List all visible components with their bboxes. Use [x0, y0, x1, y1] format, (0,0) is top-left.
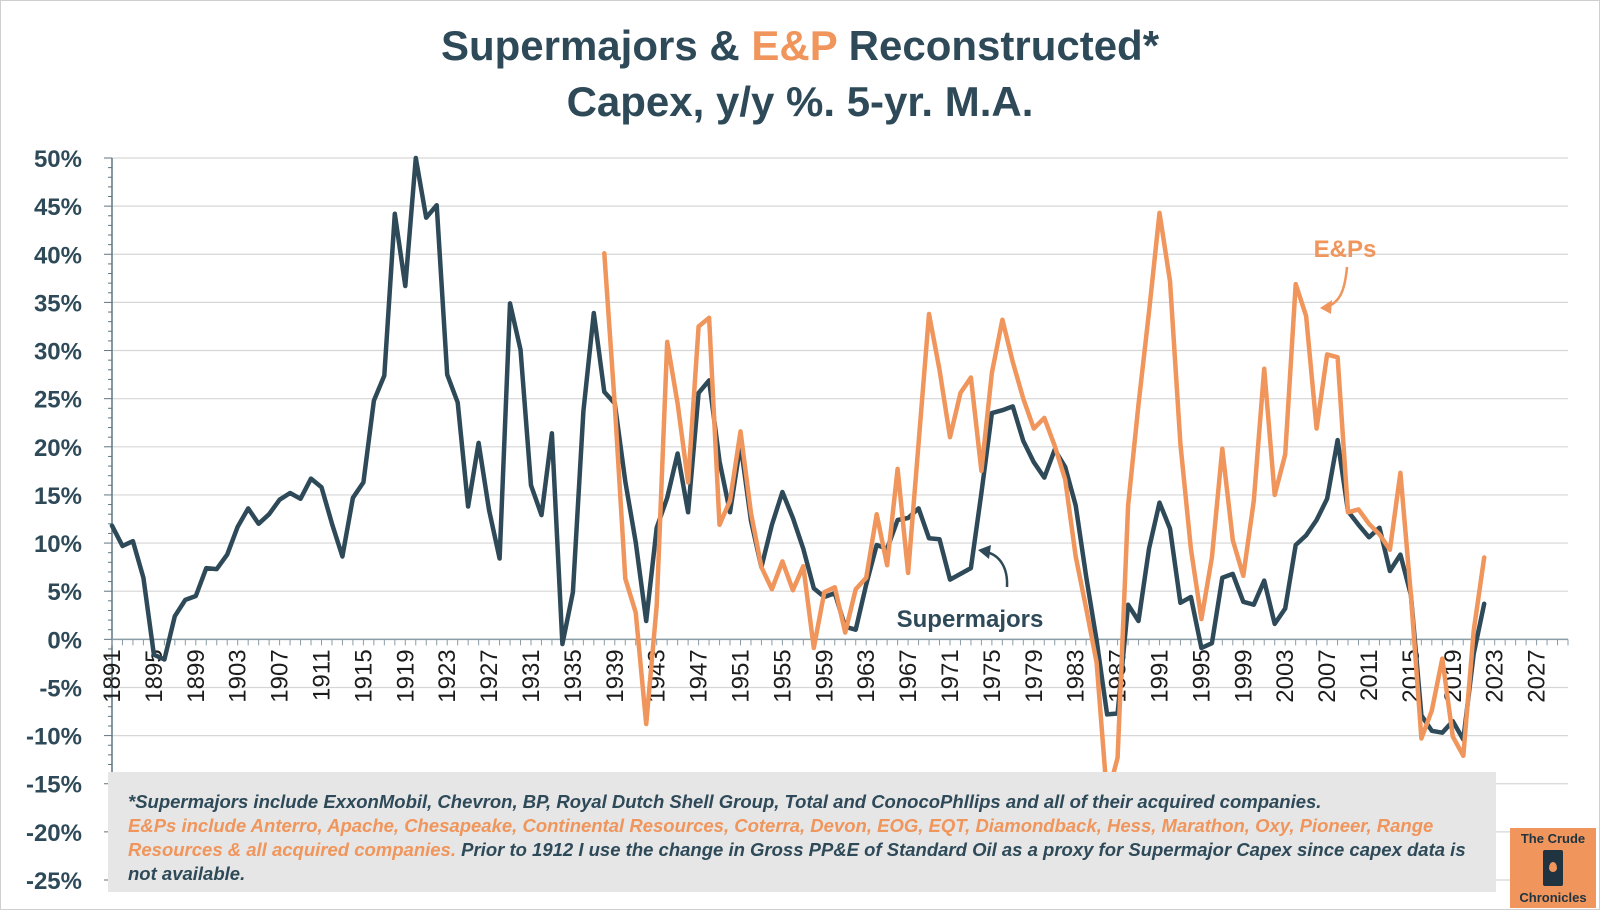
- y-tick-label: 40%: [34, 242, 82, 269]
- x-tick-label: 1963: [853, 649, 880, 702]
- x-tick-label: 2027: [1524, 649, 1551, 702]
- x-tick-label: 1947: [686, 649, 713, 702]
- x-tick-label: 1931: [518, 649, 545, 702]
- logo: The Crude Chronicles: [1510, 828, 1596, 908]
- series-lines: [109, 155, 1487, 800]
- y-tick-label: 35%: [34, 290, 82, 317]
- logo-line2: Chronicles: [1519, 890, 1587, 905]
- y-tick-label: 30%: [34, 339, 82, 366]
- annotations: E&Ps Supermajors: [897, 236, 1377, 633]
- x-tick-label: 1915: [350, 649, 377, 702]
- x-tick-label: 1907: [267, 649, 294, 702]
- title-eps: E&P: [751, 22, 837, 69]
- annotation-supermajors: Supermajors: [897, 606, 1044, 633]
- x-tick-label: 1935: [560, 649, 587, 702]
- footnote-eps: E&Ps include Anterro, Apache, Chesapeake…: [128, 815, 1434, 860]
- series-line-eps: [602, 210, 1487, 800]
- x-tick-label: 2023: [1482, 649, 1509, 702]
- x-tick-label: 1919: [392, 649, 419, 702]
- x-tick-label: 1951: [727, 649, 754, 702]
- y-tick-label: 5%: [47, 579, 82, 606]
- x-tick-label: 1939: [602, 649, 629, 702]
- oil-barrel-icon: [1543, 850, 1563, 886]
- x-tick-label: 2003: [1272, 649, 1299, 702]
- annotation-eps-arrowhead: [1320, 300, 1332, 314]
- footnote-supermajors: *Supermajors include ExxonMobil, Chevron…: [128, 791, 1322, 812]
- y-axis: 50% 45% 40% 35% 30% 25% 20% 15% 10% 5% 0% -5% -10% -1…: [26, 146, 113, 895]
- x-tick-label: 1955: [769, 649, 796, 702]
- series-line-supermajors: [109, 155, 1487, 742]
- footnote-box: *Supermajors include ExxonMobil, Chevron…: [108, 772, 1496, 892]
- y-tick-label: 45%: [34, 194, 82, 221]
- x-tick-label: 1971: [937, 649, 964, 702]
- x-tick-label: 1923: [434, 649, 461, 702]
- x-tick-label: 1979: [1021, 649, 1048, 702]
- y-tick-label: 15%: [34, 483, 82, 510]
- x-tick-label: 1891: [99, 649, 126, 702]
- y-tick-label: 0%: [47, 627, 82, 654]
- footnote-proxy: Prior to 1912 I use the change in Gross …: [128, 839, 1466, 884]
- x-tick-label: 1995: [1188, 649, 1215, 702]
- x-tick-label: 1903: [225, 649, 252, 702]
- title-reconstructed: Reconstructed*: [836, 22, 1160, 69]
- annotation-supermajors-arrowhead: [978, 545, 991, 559]
- x-tick-label: 1927: [476, 649, 503, 702]
- y-tick-label: 20%: [34, 435, 82, 462]
- y-tick-label: 50%: [34, 146, 82, 173]
- x-tick-label: 1999: [1230, 649, 1257, 702]
- y-tick-label: -20%: [26, 820, 82, 847]
- y-tick-label: -25%: [26, 868, 82, 895]
- x-tick-label: 1983: [1063, 649, 1090, 702]
- y-tick-label: -5%: [39, 675, 82, 702]
- x-tick-label: 1911: [308, 649, 335, 701]
- x-tick-label: 1975: [979, 649, 1006, 702]
- title-supermajors: Supermajors &: [440, 22, 752, 69]
- y-tick-label: -10%: [26, 724, 82, 751]
- x-tick-label: 1967: [895, 649, 922, 702]
- x-tick-label: 1991: [1146, 649, 1173, 702]
- x-tick-label: 1899: [183, 649, 210, 702]
- annotation-eps: E&Ps: [1314, 236, 1377, 263]
- chart-title: Supermajors & E&P Reconstructed* Capex, …: [0, 18, 1600, 130]
- y-tick-label: 10%: [34, 531, 82, 558]
- x-axis: 1891 1895 1899 1903 1907 1911 1915 1919 1923 1927…: [99, 638, 1569, 703]
- x-tick-label: 1959: [811, 649, 838, 702]
- x-tick-label: 2007: [1314, 649, 1341, 702]
- chart-subtitle: Capex, y/y %. 5-yr. M.A.: [566, 78, 1034, 125]
- y-tick-label: -15%: [26, 772, 82, 799]
- x-tick-label: 2011: [1356, 649, 1383, 701]
- y-tick-label: 25%: [34, 387, 82, 414]
- logo-line1: The Crude: [1520, 831, 1586, 846]
